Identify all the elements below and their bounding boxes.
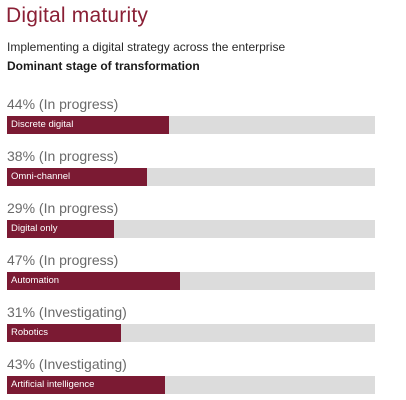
percent-label: 44% (In progress) (7, 96, 119, 112)
chart-title: Digital maturity (6, 4, 149, 27)
section-label: Dominant stage of transformation (7, 59, 200, 73)
bar-track: Omni-channel (7, 168, 375, 186)
bar-row: 47% (In progress) Automation (7, 252, 375, 296)
bar-row: 43% (Investigating) Artificial intellige… (7, 356, 375, 400)
bar-row: 38% (In progress) Omni-channel (7, 148, 375, 192)
percent-label: 47% (In progress) (7, 252, 119, 268)
bar-row: 44% (In progress) Discrete digital (7, 96, 375, 140)
bar-track: Artificial intelligence (7, 376, 375, 394)
percent-label: 31% (Investigating) (7, 304, 127, 320)
percent-label: 29% (In progress) (7, 200, 119, 216)
bar-track: Discrete digital (7, 116, 375, 134)
bar-label: Automation (11, 275, 60, 286)
percent-label: 38% (In progress) (7, 148, 119, 164)
bar-label: Digital only (11, 223, 58, 234)
bar-fill (7, 116, 169, 134)
bar-row: 31% (Investigating) Robotics (7, 304, 375, 348)
chart-subtitle: Implementing a digital strategy across t… (7, 40, 286, 54)
bar-fill (7, 168, 147, 186)
bar-label: Robotics (11, 327, 48, 338)
bar-track: Robotics (7, 324, 375, 342)
bar-track: Automation (7, 272, 375, 290)
bar-fill (7, 272, 180, 290)
bar-fill (7, 376, 165, 394)
bar-track: Digital only (7, 220, 375, 238)
bar-label: Omni-channel (11, 171, 71, 182)
bar-fill (7, 324, 121, 342)
bar-label: Discrete digital (11, 119, 74, 130)
bar-fill (7, 220, 114, 238)
bar-label: Artificial intelligence (11, 379, 95, 390)
bar-row: 29% (In progress) Digital only (7, 200, 375, 244)
percent-label: 43% (Investigating) (7, 356, 127, 372)
